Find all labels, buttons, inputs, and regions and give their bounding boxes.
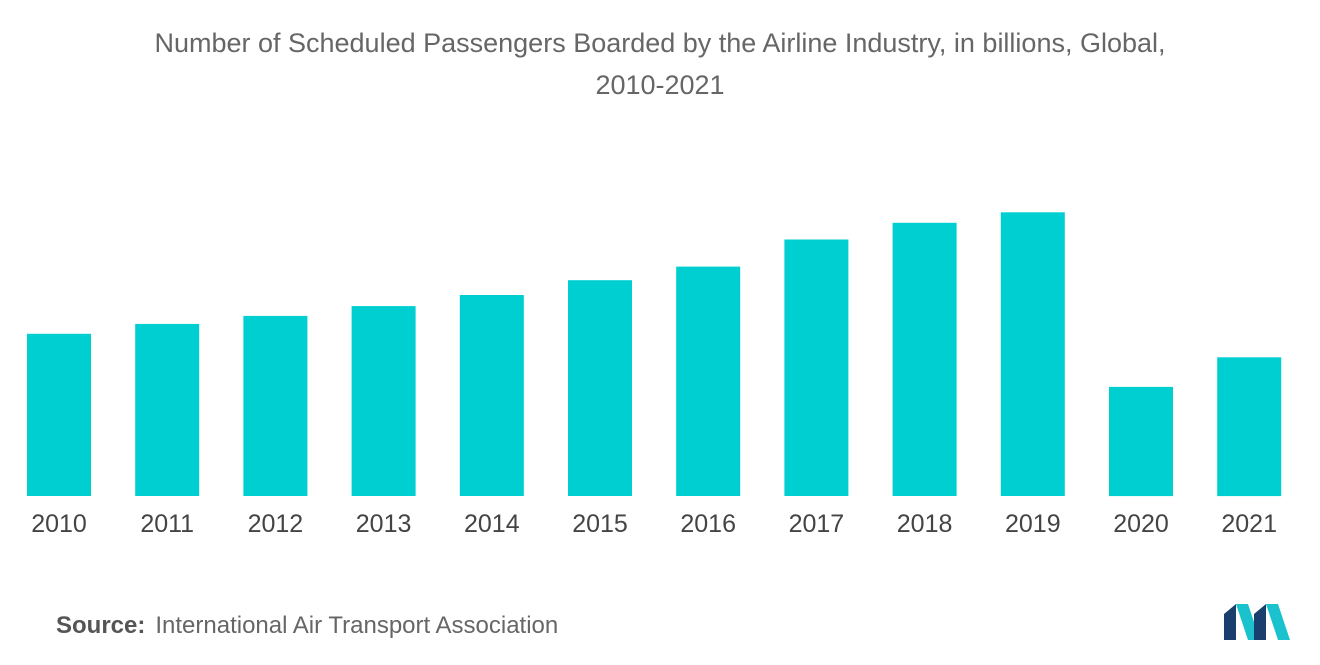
- x-tick-label-2010: 2010: [31, 510, 87, 538]
- x-tick-label-2018: 2018: [897, 510, 953, 538]
- chart-title-line-2: 2010-2021: [595, 70, 725, 100]
- bar-2020: [1109, 386, 1173, 497]
- bar-group: [27, 212, 1282, 497]
- bar-2013: [351, 306, 416, 496]
- x-tick-label-2020: 2020: [1113, 510, 1169, 538]
- bar-2018: [892, 222, 957, 497]
- x-axis-tick-labels: 2010 2011 2012 2013 2014 2015 2016 2017 2018 2019…: [31, 510, 1277, 538]
- x-tick-label-2013: 2013: [356, 510, 412, 538]
- bar-2014: [459, 295, 524, 496]
- bar-2012: [243, 315, 308, 496]
- source-text: International Air Transport Association: [155, 612, 559, 639]
- x-tick-label-2017: 2017: [789, 510, 845, 538]
- x-tick-label-2016: 2016: [680, 510, 736, 538]
- bar-2015: [568, 280, 632, 496]
- chart-title-line-1: Number of Scheduled Passengers Boarded b…: [154, 28, 1166, 58]
- source-note: Source: International Air Transport Assoc…: [56, 612, 558, 640]
- bar-2021: [1217, 357, 1282, 497]
- bar-2017: [784, 239, 849, 496]
- x-tick-label-2014: 2014: [464, 510, 520, 538]
- chart-title: Number of Scheduled Passengers Boarded b…: [0, 22, 1320, 106]
- x-tick-label-2011: 2011: [140, 510, 194, 538]
- x-tick-label-2019: 2019: [1005, 510, 1061, 538]
- bar-2016: [676, 266, 741, 496]
- x-tick-label-2012: 2012: [248, 510, 304, 538]
- bar-2011: [135, 323, 200, 496]
- mordor-intelligence-logo-icon: [1224, 604, 1290, 640]
- bar-2010: [27, 333, 91, 496]
- x-tick-label-2021: 2021: [1221, 510, 1277, 538]
- bar-2019: [1000, 212, 1065, 497]
- source-label: Source:: [56, 612, 146, 639]
- x-tick-label-2015: 2015: [572, 510, 628, 538]
